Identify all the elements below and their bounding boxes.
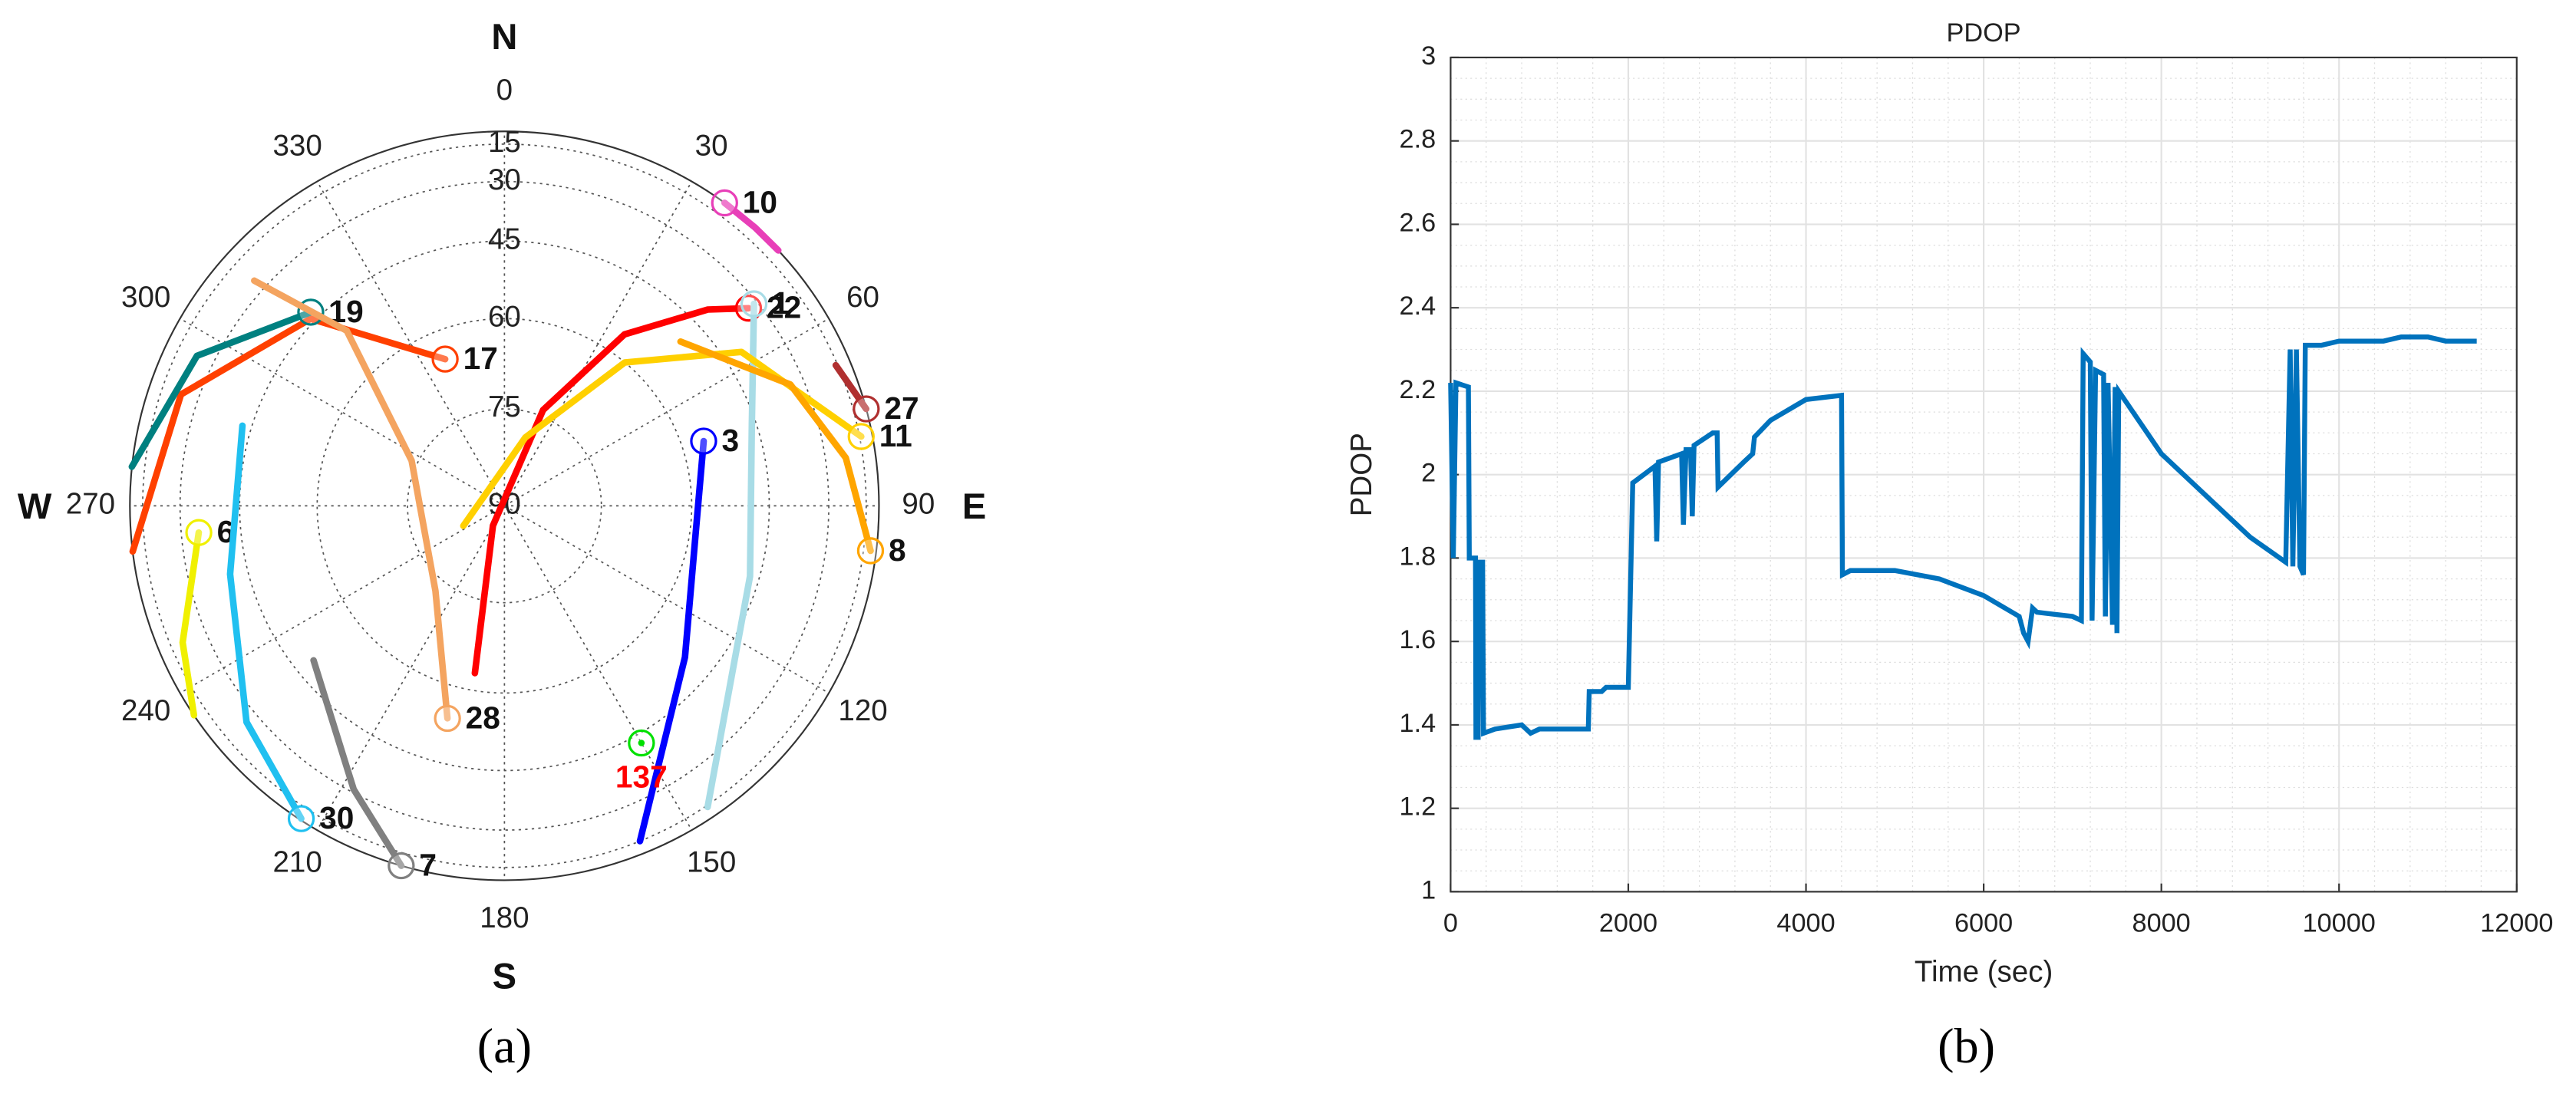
elevation-label: 60 xyxy=(488,300,521,333)
azimuth-label: 300 xyxy=(121,281,170,314)
x-tick-label: 0 xyxy=(1443,908,1458,937)
y-tick-label: 1.2 xyxy=(1400,792,1436,822)
satellite-track xyxy=(677,338,874,555)
satellite-marker xyxy=(431,345,459,373)
y-tick-label: 1.4 xyxy=(1400,709,1436,738)
caption: (a) xyxy=(477,1019,532,1073)
elevation-label: 45 xyxy=(488,222,521,255)
satellite-label: 3 xyxy=(721,423,739,458)
compass-label: W xyxy=(18,486,52,526)
satellite-marker xyxy=(847,423,875,450)
y-tick-label: 1.8 xyxy=(1400,542,1436,571)
satellite-label: 10 xyxy=(743,184,777,219)
satellite-label: 17 xyxy=(463,341,498,376)
satellite-label: 22 xyxy=(767,290,801,325)
satellite-track xyxy=(128,308,315,470)
outer-ring xyxy=(129,130,880,881)
satellite-label: 8 xyxy=(889,532,906,568)
y-tick-label: 2.8 xyxy=(1400,125,1436,154)
satellite-marker xyxy=(185,519,213,546)
azimuth-label: 270 xyxy=(66,488,115,521)
satellite-track xyxy=(704,300,757,811)
satellite-track xyxy=(471,305,752,677)
elevation-label: 15 xyxy=(488,126,521,159)
satellite-track xyxy=(636,437,707,845)
satellite-marker xyxy=(388,852,415,880)
grid-ring xyxy=(316,318,693,694)
satellite-label: 30 xyxy=(319,800,354,835)
azimuth-label: 60 xyxy=(846,281,879,314)
x-tick-label: 4000 xyxy=(1776,908,1835,937)
satellite-label: 137 xyxy=(615,759,668,794)
y-axis-label: PDOP xyxy=(1345,433,1378,516)
x-tick-label: 8000 xyxy=(2132,908,2191,937)
satellite-marker xyxy=(711,189,738,217)
compass-label: N xyxy=(491,16,517,57)
satellite-track xyxy=(226,422,305,822)
caption: (b) xyxy=(1938,1019,1995,1073)
satellite-track xyxy=(310,657,405,869)
satellite-track xyxy=(129,315,449,555)
satellite-label: 1 xyxy=(772,285,790,321)
y-tick-label: 2.4 xyxy=(1400,292,1436,321)
satellite-marker xyxy=(287,805,315,832)
satellite-track xyxy=(251,277,451,722)
satellite-label: 27 xyxy=(884,390,919,426)
azimuth-label: 240 xyxy=(121,694,170,727)
satellite-dot xyxy=(638,740,645,746)
chart-title: PDOP xyxy=(1947,18,2021,48)
y-tick-label: 2.2 xyxy=(1400,375,1436,404)
data-line xyxy=(1448,334,2477,740)
azimuth-label: 330 xyxy=(273,129,322,162)
elevation-label: 30 xyxy=(488,163,521,196)
satellite-marker xyxy=(856,537,885,565)
azimuth-label: 30 xyxy=(695,129,728,162)
y-tick-label: 1 xyxy=(1421,875,1436,904)
satellite-track xyxy=(179,529,203,719)
azimuth-label: 0 xyxy=(496,74,513,107)
compass-label: S xyxy=(493,955,516,996)
satellite-label: 11 xyxy=(879,418,912,453)
satellite-marker xyxy=(853,395,880,423)
x-tick-label: 2000 xyxy=(1599,908,1657,937)
satellite-marker xyxy=(690,427,717,455)
compass-label: E xyxy=(962,486,986,526)
x-tick-label: 12000 xyxy=(2480,908,2553,937)
y-tick-label: 1.6 xyxy=(1400,625,1436,654)
azimuth-label: 180 xyxy=(480,901,529,934)
azimuth-label: 210 xyxy=(273,846,322,879)
y-tick-label: 3 xyxy=(1421,41,1436,71)
elevation-label: 75 xyxy=(488,390,521,423)
satellite-marker xyxy=(434,704,461,733)
azimuth-label: 90 xyxy=(902,488,935,521)
azimuth-label: 150 xyxy=(687,846,736,879)
satellite-marker xyxy=(740,290,768,318)
x-tick-label: 6000 xyxy=(1954,908,2013,937)
grid-ring xyxy=(407,408,602,604)
azimuth-label: 120 xyxy=(838,694,887,727)
y-tick-label: 2 xyxy=(1421,459,1436,488)
x-tick-label: 10000 xyxy=(2303,908,2376,937)
satellite-label: 28 xyxy=(466,700,500,735)
x-axis-label: Time (sec) xyxy=(1915,956,2053,989)
satellite-track xyxy=(832,361,870,413)
y-tick-label: 2.6 xyxy=(1400,208,1436,237)
satellite-label: 7 xyxy=(419,847,437,882)
